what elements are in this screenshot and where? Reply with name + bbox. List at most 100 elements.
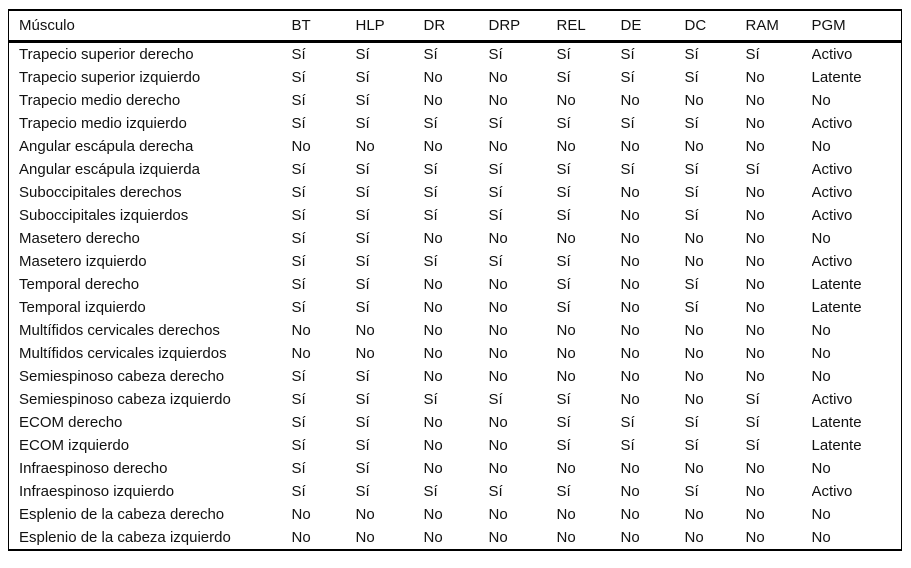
value-cell: Sí [423, 184, 438, 201]
value-cell: No [488, 230, 508, 247]
value-cell: Sí [291, 299, 306, 316]
value-cell: Sí [355, 483, 370, 500]
table-row: Esplenio de la cabeza izquierdo No No No No N… [9, 526, 902, 550]
table-row: Angular escápula izquierda Sí Sí Sí Sí Sí Sí Sí… [9, 158, 902, 181]
value-cell: No [684, 138, 704, 155]
value-cell: Sí [556, 161, 571, 178]
table-row: Multífidos cervicales izquierdos No No No No… [9, 342, 902, 365]
value-cell: Sí [355, 299, 370, 316]
value-cell: No [745, 460, 765, 477]
value-cell: No [620, 253, 640, 270]
muscle-name-cell: ECOM derecho [19, 414, 123, 431]
value-cell: Activo [811, 184, 853, 201]
value-cell: No [488, 92, 508, 109]
value-cell: Sí [291, 483, 306, 500]
value-cell: No [620, 483, 640, 500]
value-cell: No [745, 322, 765, 339]
value-cell: No [423, 322, 443, 339]
table-wrapper: Músculo BT HLP DR DRP REL DE DC RAM PGM Trapecio … [8, 9, 902, 551]
value-cell: Activo [811, 253, 853, 270]
table-row: Semiespinoso cabeza derecho Sí Sí No No No No N… [9, 365, 902, 388]
value-cell: No [423, 460, 443, 477]
table-row: Infraespinoso derecho Sí Sí No No No No No No No [9, 457, 902, 480]
value-cell: Sí [684, 414, 699, 431]
value-cell: Sí [556, 115, 571, 132]
value-cell: Sí [488, 46, 503, 63]
value-cell: Sí [620, 46, 635, 63]
value-cell: Sí [291, 253, 306, 270]
muscle-name-cell: Suboccipitales izquierdos [19, 207, 189, 224]
value-cell: Sí [620, 437, 635, 454]
value-cell: No [684, 506, 704, 523]
value-cell: No [488, 299, 508, 316]
table-row: Temporal derecho Sí Sí No No Sí No Sí No Latente [9, 273, 902, 296]
value-cell: No [423, 345, 443, 362]
value-cell: Sí [488, 483, 503, 500]
muscle-name-cell: Masetero derecho [19, 230, 140, 247]
value-cell: No [488, 138, 508, 155]
value-cell: Sí [620, 69, 635, 86]
table-body: Trapecio superior derecho Sí Sí Sí Sí Sí Sí Sí S… [9, 42, 902, 551]
value-cell: Activo [811, 115, 853, 132]
value-cell: No [423, 414, 443, 431]
value-cell: No [556, 460, 576, 477]
muscle-name-cell: Semiespinoso cabeza derecho [19, 368, 225, 385]
value-cell: Sí [423, 46, 438, 63]
value-cell: No [745, 368, 765, 385]
value-cell: No [745, 230, 765, 247]
table-row: Trapecio superior derecho Sí Sí Sí Sí Sí Sí Sí S… [9, 42, 902, 67]
value-cell: No [745, 207, 765, 224]
value-cell: No [620, 368, 640, 385]
value-cell: No [423, 230, 443, 247]
value-cell: No [556, 368, 576, 385]
value-cell: No [488, 345, 508, 362]
value-cell: Sí [355, 115, 370, 132]
value-cell: No [488, 276, 508, 293]
value-cell: No [488, 414, 508, 431]
value-cell: No [620, 345, 640, 362]
value-cell: Sí [556, 391, 571, 408]
value-cell: Sí [745, 46, 760, 63]
value-cell: No [811, 92, 831, 109]
value-cell: No [291, 345, 311, 362]
value-cell: No [556, 529, 576, 546]
value-cell: No [620, 322, 640, 339]
table-row: Suboccipitales izquierdos Sí Sí Sí Sí Sí No Sí N… [9, 204, 902, 227]
table-row: Masetero izquierdo Sí Sí Sí Sí Sí No No No Activo [9, 250, 902, 273]
value-cell: No [423, 437, 443, 454]
value-cell: Latente [811, 437, 862, 454]
value-cell: Sí [556, 207, 571, 224]
value-cell: Sí [684, 161, 699, 178]
value-cell: Activo [811, 161, 853, 178]
muscle-name-cell: Infraespinoso izquierdo [19, 483, 175, 500]
value-cell: No [745, 345, 765, 362]
value-cell: Sí [488, 184, 503, 201]
value-cell: No [745, 276, 765, 293]
value-cell: No [291, 322, 311, 339]
value-cell: No [745, 92, 765, 109]
value-cell: Sí [423, 161, 438, 178]
value-cell: Sí [556, 69, 571, 86]
table-row: Esplenio de la cabeza derecho No No No No No N… [9, 503, 902, 526]
value-cell: No [556, 345, 576, 362]
value-cell: Sí [291, 46, 306, 63]
muscle-name-cell: Trapecio superior izquierdo [19, 69, 201, 86]
value-cell: No [811, 368, 831, 385]
value-cell: No [488, 529, 508, 546]
value-cell: No [355, 138, 375, 155]
value-cell: No [556, 92, 576, 109]
muscle-name-cell: Suboccipitales derechos [19, 184, 182, 201]
value-cell: No [684, 230, 704, 247]
muscle-name-cell: Multífidos cervicales derechos [19, 322, 220, 339]
value-cell: No [811, 506, 831, 523]
value-cell: No [745, 69, 765, 86]
value-cell: Sí [355, 437, 370, 454]
value-cell: Sí [556, 46, 571, 63]
value-cell: Sí [620, 161, 635, 178]
value-cell: Sí [291, 460, 306, 477]
value-cell: No [291, 506, 311, 523]
value-cell: Sí [291, 207, 306, 224]
value-cell: No [684, 460, 704, 477]
value-cell: No [423, 276, 443, 293]
